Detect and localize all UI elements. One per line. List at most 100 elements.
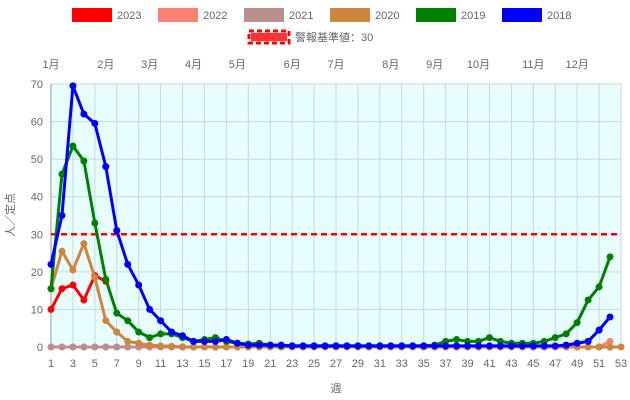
legend-item-2021[interactable]: 2021 bbox=[244, 8, 313, 22]
data-point bbox=[190, 343, 197, 351]
data-point bbox=[124, 317, 132, 325]
data-point bbox=[288, 342, 296, 350]
data-point bbox=[606, 313, 614, 321]
data-point bbox=[47, 305, 55, 313]
x-tick-label: 45 bbox=[527, 358, 539, 370]
legend-item-2019[interactable]: 2019 bbox=[416, 8, 485, 22]
data-point bbox=[124, 337, 132, 345]
legend-label: 警報基準値：30 bbox=[295, 30, 373, 44]
data-point bbox=[179, 343, 187, 351]
data-point bbox=[124, 260, 132, 268]
data-point bbox=[365, 342, 373, 350]
legend-swatch bbox=[158, 8, 198, 22]
data-point bbox=[69, 281, 77, 289]
data-point bbox=[573, 339, 581, 347]
y-tick-label: 0 bbox=[37, 342, 43, 354]
data-point bbox=[135, 281, 143, 289]
x-axis-label: 週 bbox=[331, 382, 342, 395]
data-point bbox=[91, 119, 99, 127]
legend-item-threshold[interactable]: 警報基準値：30 bbox=[247, 29, 373, 45]
x-tick-label: 53 bbox=[615, 358, 627, 370]
data-point bbox=[102, 163, 110, 171]
data-point bbox=[485, 334, 493, 342]
data-point bbox=[146, 341, 154, 349]
data-point bbox=[91, 219, 99, 227]
x-tick-label: 23 bbox=[286, 358, 298, 370]
x-tick-label: 33 bbox=[396, 358, 408, 370]
y-tick-label: 40 bbox=[31, 192, 43, 204]
data-point bbox=[310, 342, 318, 350]
legend-item-2023[interactable]: 2023 bbox=[72, 8, 141, 22]
legend-label: 2022 bbox=[203, 10, 227, 22]
data-point bbox=[69, 266, 77, 274]
data-point bbox=[80, 240, 88, 248]
data-point bbox=[58, 247, 66, 255]
x-tick-label: 51 bbox=[593, 358, 605, 370]
x-tick-label: 15 bbox=[198, 358, 210, 370]
data-point bbox=[464, 342, 472, 350]
y-tick-label: 60 bbox=[31, 117, 43, 129]
y-tick-label: 20 bbox=[31, 267, 43, 279]
data-point bbox=[277, 341, 285, 349]
data-point bbox=[584, 337, 592, 345]
data-point bbox=[124, 343, 132, 351]
x-tick-label: 17 bbox=[220, 358, 232, 370]
data-point bbox=[485, 342, 493, 350]
x-tick-label: 49 bbox=[571, 358, 583, 370]
data-point bbox=[47, 260, 55, 268]
data-point bbox=[222, 343, 230, 351]
month-label: 6月 bbox=[284, 59, 301, 71]
data-point bbox=[135, 328, 143, 336]
data-point bbox=[584, 296, 592, 304]
legend-swatch bbox=[244, 8, 284, 22]
legend-swatch bbox=[330, 8, 370, 22]
data-point bbox=[409, 342, 417, 350]
data-point bbox=[135, 339, 143, 347]
x-tick-label: 47 bbox=[549, 358, 561, 370]
data-point bbox=[496, 342, 504, 350]
x-tick-label: 29 bbox=[352, 358, 364, 370]
data-point bbox=[80, 157, 88, 165]
legend-swatch bbox=[502, 8, 542, 22]
month-label: 5月 bbox=[229, 59, 246, 71]
month-label: 2月 bbox=[97, 59, 114, 71]
legend-swatch bbox=[416, 8, 456, 22]
data-point bbox=[168, 328, 176, 336]
data-point bbox=[573, 319, 581, 327]
x-tick-label: 41 bbox=[483, 358, 495, 370]
data-point bbox=[529, 342, 537, 350]
data-point bbox=[595, 326, 603, 334]
legend-item-2018[interactable]: 2018 bbox=[502, 8, 571, 22]
data-point bbox=[146, 334, 154, 342]
data-point bbox=[69, 343, 77, 351]
data-point bbox=[113, 309, 121, 317]
legend-swatch bbox=[72, 8, 112, 22]
month-label: 3月 bbox=[141, 59, 158, 71]
data-point bbox=[387, 342, 395, 350]
data-point bbox=[146, 305, 154, 313]
x-tick-label: 1 bbox=[48, 358, 54, 370]
data-point bbox=[551, 334, 559, 342]
data-point bbox=[540, 342, 548, 350]
data-point bbox=[453, 335, 461, 343]
data-point bbox=[266, 341, 274, 349]
legend-label: 2019 bbox=[461, 10, 485, 22]
x-tick-label: 27 bbox=[330, 358, 342, 370]
data-point bbox=[190, 337, 197, 345]
data-point bbox=[617, 343, 625, 351]
data-point bbox=[233, 339, 241, 347]
data-point bbox=[47, 343, 55, 351]
x-tick-label: 19 bbox=[242, 358, 254, 370]
data-point bbox=[157, 330, 165, 338]
data-point bbox=[69, 142, 77, 150]
legend-item-2020[interactable]: 2020 bbox=[330, 8, 399, 22]
data-point bbox=[168, 342, 176, 350]
data-point bbox=[58, 343, 66, 351]
data-point bbox=[562, 330, 570, 338]
data-point bbox=[354, 342, 362, 350]
legend-item-2022[interactable]: 2022 bbox=[158, 8, 227, 22]
x-tick-label: 11 bbox=[155, 358, 166, 370]
month-label: 4月 bbox=[185, 59, 202, 71]
y-tick-label: 70 bbox=[31, 79, 43, 91]
